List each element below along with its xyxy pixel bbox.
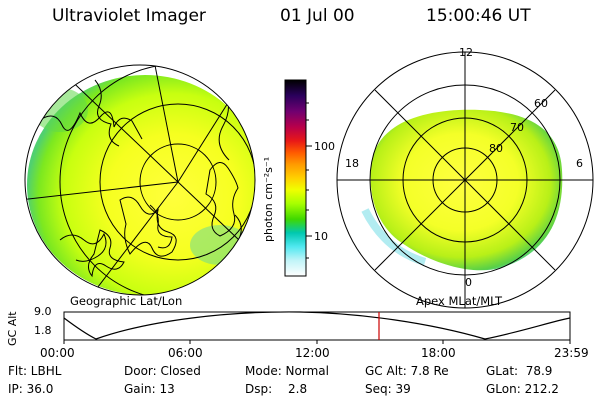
orbit-xtick-0000: 00:00 [40, 346, 75, 360]
time-label: 15:00:46 UT [426, 6, 531, 26]
mlt-label-18: 18 [345, 157, 359, 170]
door-readout: Door: Closed [124, 364, 201, 378]
orbit-ytick-1-8: 1.8 [34, 324, 52, 337]
orbit-ylabel: GC Alt [6, 311, 19, 346]
instrument-title: Ultraviolet Imager [52, 6, 206, 26]
mode-readout: Mode: Normal [245, 364, 329, 378]
mlt-label-0: 0 [465, 276, 472, 289]
colorbar-tick-10: 10 [314, 230, 328, 243]
orbit-xtick-0600: 06:00 [168, 346, 203, 360]
dsp-value: 2.8 [288, 382, 308, 396]
mlat-label-80: 80 [489, 142, 503, 155]
dsp-label: Dsp: [245, 382, 273, 396]
apex-caption: Apex MLat/MLT [416, 294, 503, 308]
orbit-xtick-1200: 12:00 [295, 346, 330, 360]
geographic-caption: Geographic Lat/Lon [70, 294, 183, 308]
colorbar [284, 79, 307, 277]
date-label: 01 Jul 00 [280, 6, 355, 26]
seq-readout: Seq: 39 [365, 382, 411, 396]
gain-readout: Gain: 13 [124, 382, 175, 396]
geographic-image [25, 65, 255, 295]
ip-readout: IP: 36.0 [8, 382, 54, 396]
orbit-plot-frame [63, 311, 571, 341]
glon-readout: GLon: 212.2 [486, 382, 559, 396]
colorbar-unit: photon cm⁻²s⁻¹ [262, 156, 275, 242]
colorbar-tick-100: 100 [314, 140, 335, 153]
geographic-frame [24, 64, 256, 296]
orbit-xtick-2359: 23:59 [554, 346, 589, 360]
orbit-ytick-9: 9.0 [34, 305, 52, 318]
orbit-altitude-curve [63, 311, 571, 340]
orbit-xtick-1800: 18:00 [421, 346, 456, 360]
mlat-label-70: 70 [510, 121, 524, 134]
mlt-label-6: 6 [576, 157, 583, 170]
glat-readout: GLat: 78.9 [486, 364, 553, 378]
mlat-label-60: 60 [534, 97, 548, 110]
gc-alt-readout: GC Alt: 7.8 Re [365, 364, 449, 378]
apex-image [361, 109, 563, 271]
filter-readout: Flt: LBHL [8, 364, 62, 378]
mlt-label-12: 12 [459, 46, 473, 59]
